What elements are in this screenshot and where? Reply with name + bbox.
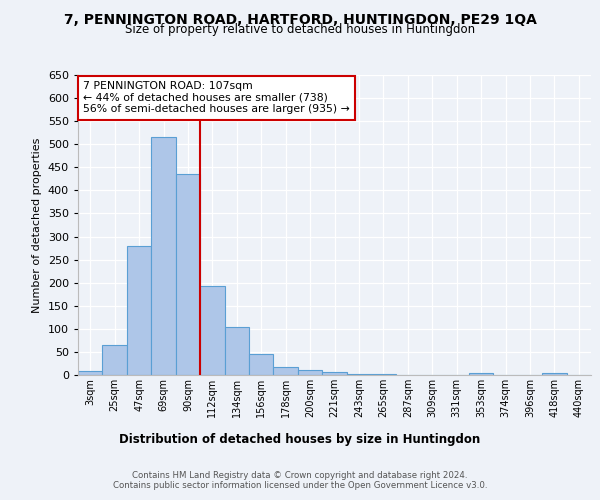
Bar — [200, 286, 224, 375]
Bar — [274, 366, 298, 375]
Text: Size of property relative to detached houses in Huntingdon: Size of property relative to detached ho… — [125, 22, 475, 36]
Bar — [322, 372, 347, 375]
Bar — [78, 372, 103, 375]
Y-axis label: Number of detached properties: Number of detached properties — [32, 138, 42, 312]
Bar — [542, 372, 566, 375]
Text: 7, PENNINGTON ROAD, HARTFORD, HUNTINGDON, PE29 1QA: 7, PENNINGTON ROAD, HARTFORD, HUNTINGDON… — [64, 12, 536, 26]
Text: Distribution of detached houses by size in Huntingdon: Distribution of detached houses by size … — [119, 432, 481, 446]
Bar — [469, 372, 493, 375]
Bar — [127, 246, 151, 375]
Bar — [176, 174, 200, 375]
Text: Contains HM Land Registry data © Crown copyright and database right 2024.
Contai: Contains HM Land Registry data © Crown c… — [113, 470, 487, 490]
Bar — [224, 328, 249, 375]
Bar — [371, 374, 395, 375]
Bar — [151, 138, 176, 375]
Bar — [249, 354, 274, 375]
Text: 7 PENNINGTON ROAD: 107sqm
← 44% of detached houses are smaller (738)
56% of semi: 7 PENNINGTON ROAD: 107sqm ← 44% of detac… — [83, 81, 350, 114]
Bar — [298, 370, 322, 375]
Bar — [347, 374, 371, 375]
Bar — [103, 345, 127, 375]
